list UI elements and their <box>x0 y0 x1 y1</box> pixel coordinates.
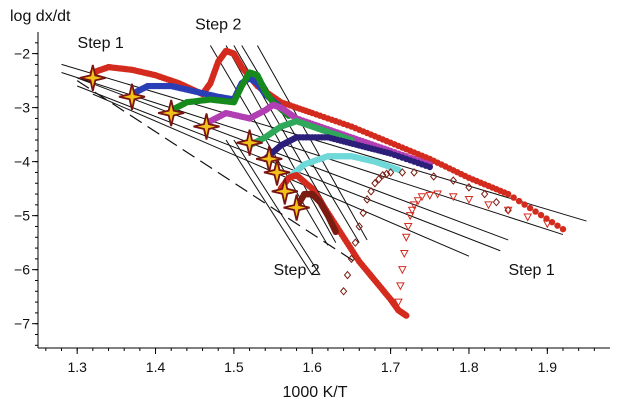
data-point <box>554 222 561 229</box>
x-axis-label: 1000 K/T <box>282 384 348 401</box>
step-annotation: Step 1 <box>78 35 124 52</box>
data-point-triangle <box>425 191 435 200</box>
step1-fit-line <box>76 85 501 252</box>
step-annotation: Step 1 <box>509 262 555 279</box>
transition-star-marker <box>118 83 146 111</box>
data-point-diamond <box>480 189 489 199</box>
data-point-triangle <box>401 233 411 242</box>
data-point-diamond <box>367 187 375 196</box>
data-point-triangle <box>503 206 513 215</box>
y-axis-label: log dx/dt <box>10 8 71 25</box>
data-point-triangle <box>399 249 409 259</box>
y-tick-label: −6 <box>14 262 30 278</box>
data-point-diamond <box>343 270 352 280</box>
y-tick-label: −3 <box>14 100 30 116</box>
data-point <box>510 194 517 201</box>
data-point-triangle <box>403 222 413 232</box>
data-point-triangle <box>396 282 405 291</box>
data-point-diamond <box>347 254 356 264</box>
y-tick-label: −4 <box>14 154 30 170</box>
data-point <box>403 312 410 319</box>
data-point-diamond <box>339 287 348 296</box>
data-point-triangle <box>523 213 533 222</box>
data-point-triangle <box>484 201 493 210</box>
step-annotation: Step 2 <box>195 16 241 33</box>
data-point-triangle <box>409 201 419 210</box>
step2-fit-line <box>233 139 321 276</box>
data-point <box>526 204 534 212</box>
data-point-triangle <box>542 220 552 229</box>
step1-fit-line <box>61 72 564 236</box>
x-ticks: 1.3 1.4 1.5 1.6 1.7 1.8 1.9 <box>45 348 595 375</box>
data-point <box>543 215 550 222</box>
annotations: Step 1 Step 2 Step 2 Step 1 <box>78 16 555 279</box>
x-tick-label: 1.8 <box>459 359 479 375</box>
data-point <box>532 208 539 215</box>
data-point-triangle <box>407 206 417 215</box>
y-ticks: −2 −3 −4 −5 −6 −7 <box>14 42 38 346</box>
transition-star-marker <box>157 99 185 127</box>
transition-star-marker <box>236 129 263 156</box>
dashed-reference-line <box>76 80 368 271</box>
data-point-diamond <box>492 197 501 207</box>
data-point-diamond <box>371 178 379 188</box>
transition-stars <box>79 64 310 221</box>
data-point <box>515 197 523 205</box>
x-tick-label: 1.9 <box>538 359 558 375</box>
y-tick-label: −2 <box>14 46 30 62</box>
data-point-triangle <box>464 195 474 205</box>
step2-fit-line <box>225 139 313 276</box>
data-point-triangle <box>433 190 442 199</box>
data-point-diamond <box>351 238 360 247</box>
step2-fit-line <box>256 45 368 241</box>
data-point-diamond <box>398 168 407 177</box>
data-point-diamond <box>383 169 391 179</box>
data-point <box>426 163 433 171</box>
step1-fit-line <box>61 63 587 222</box>
data-point <box>521 201 528 208</box>
data-point-diamond <box>379 170 387 180</box>
transition-star-marker <box>263 159 291 186</box>
transition-star-marker <box>79 64 107 92</box>
data-point-diamond <box>363 195 371 204</box>
series-markers <box>89 47 567 319</box>
data-point-diamond <box>410 168 418 177</box>
data-point-triangle <box>398 266 407 275</box>
transition-star-marker <box>283 194 310 221</box>
data-point-diamond <box>430 172 438 181</box>
data-point-triangle <box>394 298 403 307</box>
data-point-triangle <box>417 193 427 202</box>
step-annotation: Step 2 <box>273 262 319 279</box>
x-tick-label: 1.5 <box>224 359 244 375</box>
data-point <box>537 211 545 219</box>
data-point-diamond <box>359 208 367 218</box>
y-tick-label: −7 <box>14 316 30 332</box>
data-point-diamond <box>449 176 457 185</box>
x-tick-label: 1.6 <box>303 359 323 375</box>
data-point <box>504 190 512 198</box>
data-point-triangle <box>405 212 415 221</box>
transition-star-marker <box>271 178 299 205</box>
data-point-triangle <box>448 193 458 202</box>
data-point <box>559 225 567 233</box>
x-tick-label: 1.4 <box>146 359 166 375</box>
data-point <box>395 166 402 173</box>
data-point-diamond <box>386 168 395 177</box>
data-point <box>332 228 339 236</box>
transition-star-marker <box>193 113 220 140</box>
step1-fit-line <box>77 77 509 241</box>
data-point-diamond <box>355 222 363 231</box>
x-tick-label: 1.7 <box>381 359 401 375</box>
data-point-triangle <box>413 197 423 206</box>
data-point-diamond <box>375 174 383 184</box>
y-tick-label: −5 <box>14 208 30 224</box>
step2-fit-line <box>209 45 329 246</box>
data-point-diamond <box>465 183 473 192</box>
x-tick-label: 1.3 <box>67 359 87 375</box>
